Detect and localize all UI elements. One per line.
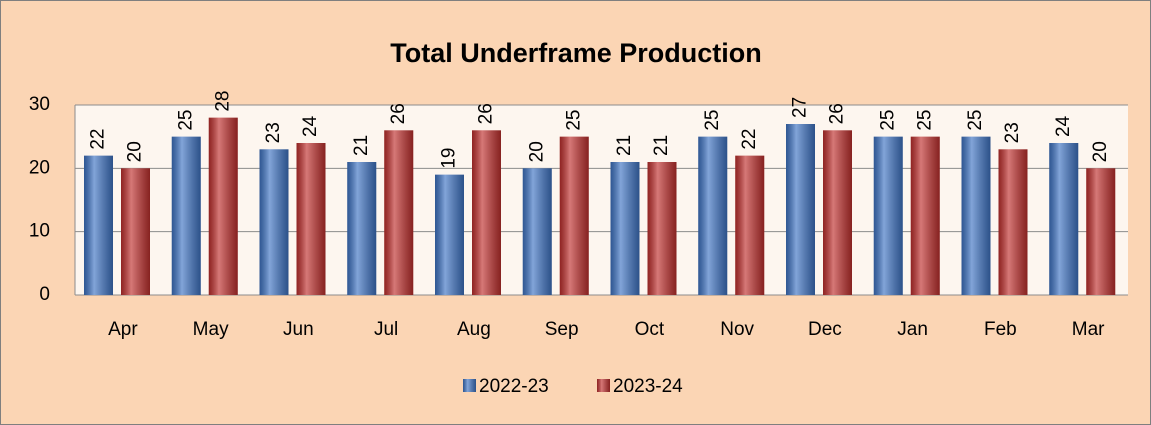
data-label: 24 (1053, 115, 1074, 137)
plot-area (75, 105, 1128, 295)
data-label: 20 (125, 141, 146, 162)
bar-shine (384, 130, 414, 295)
bar-shine (786, 124, 815, 295)
x-tick-label: Nov (720, 319, 754, 340)
bar-shine (472, 130, 501, 295)
data-label: 26 (476, 103, 497, 124)
bar-shine (910, 136, 940, 295)
bar-shine (735, 155, 765, 295)
bar-shine (84, 155, 113, 295)
bar-shine (559, 136, 589, 295)
bar-shine (522, 168, 552, 295)
data-label: 21 (651, 135, 672, 156)
legend-label: 2022-23 (479, 376, 549, 397)
y-tick-label: 30 (29, 94, 50, 115)
data-label: 24 (300, 115, 321, 137)
data-label: 21 (614, 135, 635, 156)
bar-shine (961, 136, 991, 295)
bar-shine (698, 136, 728, 295)
x-tick-label: Apr (108, 319, 138, 340)
data-label: 21 (351, 135, 372, 156)
data-label: 25 (877, 110, 898, 131)
data-label: 25 (965, 110, 986, 131)
bar-shine (873, 136, 903, 295)
bar-shine (259, 149, 289, 295)
bar-shine (296, 143, 326, 295)
x-tick-label: Feb (984, 319, 1017, 340)
legend-label: 2023-24 (613, 376, 683, 397)
x-tick-label: Jun (283, 319, 314, 340)
bar-shine (121, 168, 150, 295)
data-label: 26 (827, 103, 848, 124)
data-label: 25 (175, 110, 196, 131)
legend-swatch-shine (597, 379, 610, 392)
data-label: 27 (790, 97, 811, 118)
x-tick-label: Oct (635, 319, 665, 340)
data-label: 20 (1090, 141, 1111, 162)
data-label: 25 (563, 110, 584, 131)
x-tick-label: Jul (374, 319, 398, 340)
y-tick-label: 0 (39, 284, 50, 305)
bar-shine (998, 149, 1028, 295)
y-tick-label: 10 (29, 221, 50, 242)
x-tick-label: Mar (1072, 319, 1105, 340)
bar-shine (1086, 168, 1116, 295)
data-label: 25 (914, 110, 935, 131)
x-tick-label: Aug (457, 319, 491, 340)
data-label: 22 (88, 129, 109, 150)
bar-shine (610, 162, 640, 295)
legend-swatch-shine (463, 379, 476, 392)
data-label: 23 (1002, 122, 1023, 143)
bar-shine (208, 117, 238, 296)
chart-title: Total Underframe Production (390, 38, 762, 68)
x-tick-label: Jan (897, 319, 928, 340)
data-label: 26 (388, 103, 409, 124)
x-tick-label: May (193, 319, 229, 340)
bar-shine (647, 162, 677, 295)
bar-shine (823, 130, 852, 295)
y-tick-label: 20 (29, 157, 50, 178)
x-tick-label: Dec (808, 319, 842, 340)
data-label: 20 (526, 141, 547, 162)
bar-shine (1049, 143, 1079, 295)
data-label: 28 (212, 91, 233, 112)
data-label: 23 (263, 122, 284, 143)
bar-shine (347, 162, 377, 295)
data-label: 25 (702, 110, 723, 131)
x-tick-label: Sep (545, 319, 579, 340)
data-label: 22 (739, 129, 760, 150)
data-label: 19 (439, 148, 460, 169)
bar-shine (171, 136, 201, 295)
bar-shine (435, 174, 464, 295)
